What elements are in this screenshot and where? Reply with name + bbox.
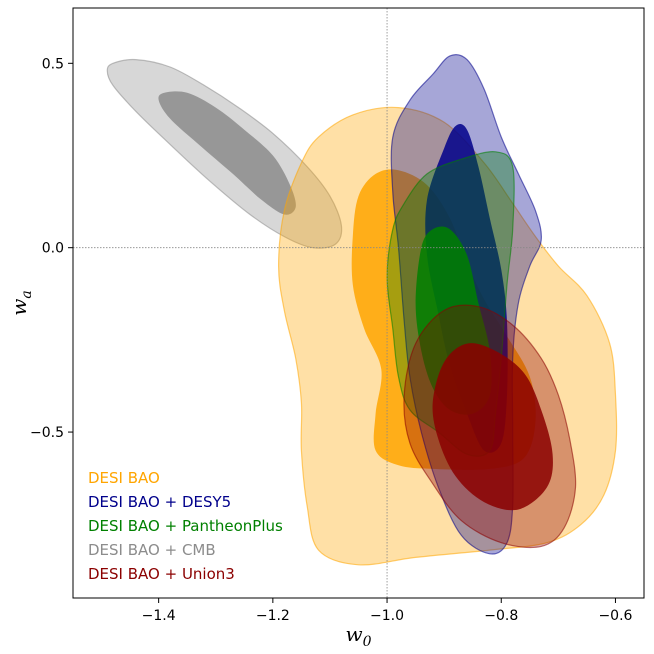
x-tick-label: −0.6 (598, 608, 632, 624)
series-desi-bao-cmb (106, 58, 343, 249)
y-tick-label: 0.5 (42, 56, 64, 72)
x-axis-ticks: −1.4 −1.2 −1.0 −0.8 −0.6 (142, 598, 633, 624)
y-axis-title: wa (7, 290, 35, 315)
x-tick-label: −1.4 (142, 608, 176, 624)
legend-entry: DESI BAO + Union3 (88, 565, 235, 583)
y-tick-label: 0.0 (42, 241, 64, 257)
x-tick-label: −0.8 (484, 608, 518, 624)
legend-entry: DESI BAO (88, 469, 160, 487)
x-tick-label: −1.2 (256, 608, 290, 624)
plot-frame (72, 7, 645, 599)
series-desi-bao-union3 (403, 304, 577, 549)
contour-layer (106, 53, 618, 566)
contour-inner-desi-bao-cmb (158, 91, 296, 215)
legend: DESI BAO DESI BAO + DESY5 DESI BAO + Panth… (88, 469, 283, 583)
x-tick-label: −1.0 (370, 608, 404, 624)
x-axis-title: w0 (345, 622, 371, 650)
legend-entry: DESI BAO + CMB (88, 541, 216, 559)
legend-entry: DESI BAO + DESY5 (88, 493, 231, 511)
y-tick-label: −0.5 (30, 425, 64, 441)
legend-entry: DESI BAO + PantheonPlus (88, 517, 283, 535)
y-axis-ticks: 0.5 0.0 −0.5 (30, 56, 73, 441)
contour-inner-desi-bao-union3 (432, 343, 553, 511)
